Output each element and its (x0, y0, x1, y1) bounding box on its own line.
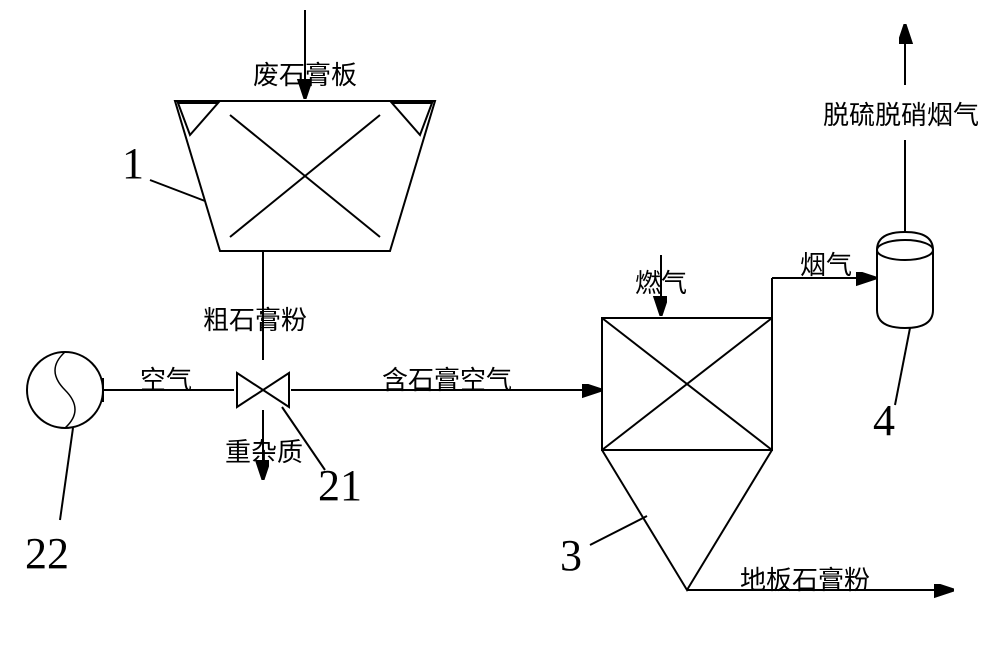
label-gypsum-air: 含石膏空气 (382, 360, 512, 397)
num-blower: 22 (25, 528, 69, 579)
label-input-top: 废石膏板 (253, 55, 357, 92)
num-scrubber: 4 (873, 395, 895, 446)
label-fuel-gas: 燃气 (635, 263, 687, 300)
label-output-top: 脱硫脱硝烟气 (823, 95, 979, 132)
process-flowchart: 废石膏板 粗石膏粉 空气 重杂质 含石膏空气 燃气 烟气 地板石膏粉 脱硫脱硝烟… (0, 0, 1000, 646)
label-output-powder: 地板石膏粉 (740, 560, 870, 597)
num-separator: 21 (318, 460, 362, 511)
label-flue-gas: 烟气 (800, 245, 852, 282)
label-crusher-output: 粗石膏粉 (203, 300, 307, 337)
num-crusher: 1 (122, 138, 144, 189)
label-air-in: 空气 (140, 360, 192, 397)
num-calciner: 3 (560, 530, 582, 581)
label-heavy-impurity: 重杂质 (225, 432, 303, 469)
